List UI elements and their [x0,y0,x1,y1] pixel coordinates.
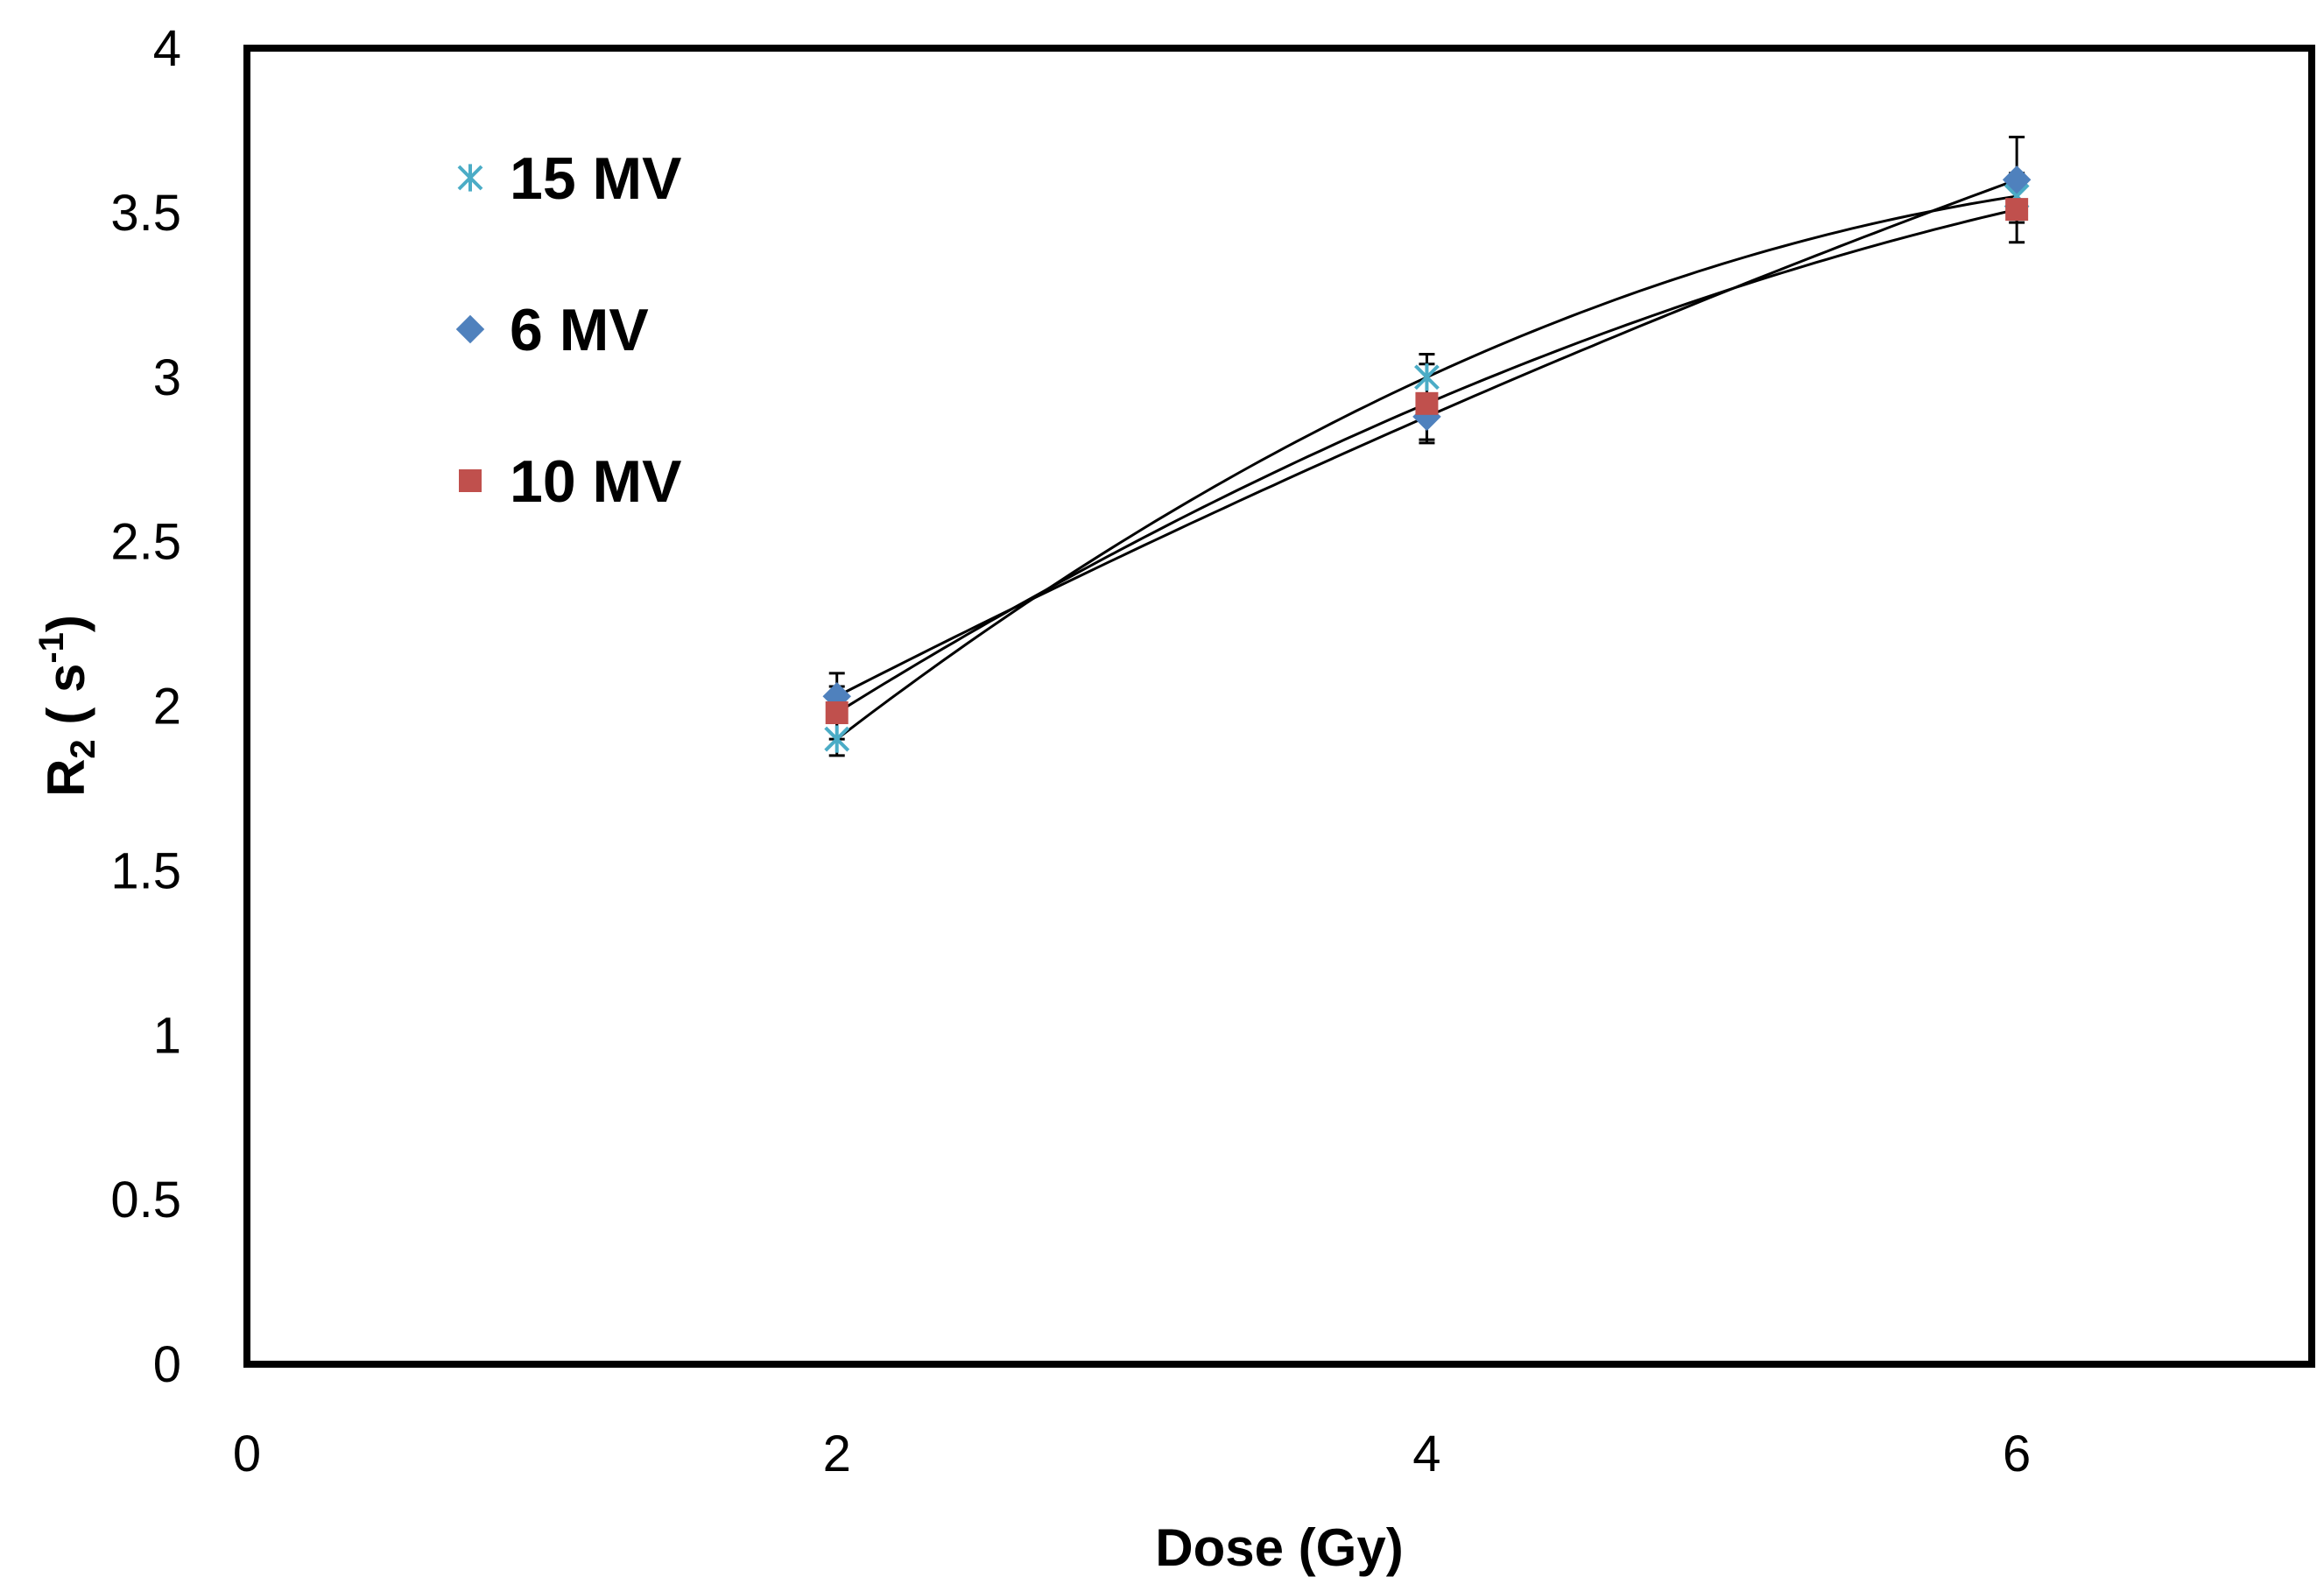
y-tick-label: 2.5 [110,514,181,571]
y-tick-label: 1 [153,1007,181,1064]
trendlines [835,178,2018,741]
legend: 15 MV 6 MV 10 MV [455,145,682,515]
legend-label: 15 MV [510,145,682,212]
legend-marker-15-mv [457,164,483,192]
y-axis-title-close: ) [37,615,95,632]
y-tick-label: 3 [153,349,181,406]
x-tick-label: 6 [2003,1426,2031,1482]
data-point-6-mv [2002,165,2032,194]
svg-text:R2 ( s-1): R2 ( s-1) [32,615,102,797]
trendline-10-mv [835,208,2018,715]
y-axis-title-sub: 2 [64,739,102,758]
legend-item: 10 MV [459,448,682,515]
data-point-15-mv [1414,363,1440,391]
y-tick-label: 2 [153,679,181,736]
x-axis-title: Dose (Gy) [1155,1518,1403,1577]
y-tick-label: 4 [153,20,181,77]
y-tick-label: 3.5 [110,185,181,242]
data-points [822,165,2032,753]
x-tick-label: 0 [233,1426,261,1482]
y-axis-title: R2 ( s-1) [32,615,102,797]
x-tick-label: 4 [1412,1426,1440,1482]
data-point-10-mv [825,701,849,725]
y-tick-label: 1.5 [110,842,181,899]
y-axis-title-base: R [37,759,95,797]
trendline-15-mv [835,194,2018,741]
legend-item: 15 MV [457,145,682,212]
data-point-10-mv [1415,391,1439,415]
legend-marker-10-mv [459,469,482,492]
data-point-10-mv [2005,198,2029,222]
plot-area [243,45,2315,1368]
x-axis-ticks: 0 2 4 6 [233,1426,2031,1482]
y-axis-title-unit: ( s [37,664,95,740]
y-axis-ticks: 0 0.5 1 1.5 2 2.5 3 3.5 4 [110,20,181,1393]
legend-item: 6 MV [455,297,649,363]
x-tick-label: 2 [823,1426,851,1482]
legend-marker-6-mv [455,314,485,344]
legend-label: 6 MV [510,297,649,363]
y-axis-title-sup: -1 [32,632,71,664]
y-tick-label: 0 [153,1336,181,1393]
y-tick-label: 0.5 [110,1172,181,1228]
data-point-15-mv [824,725,850,753]
legend-label: 10 MV [510,448,682,515]
